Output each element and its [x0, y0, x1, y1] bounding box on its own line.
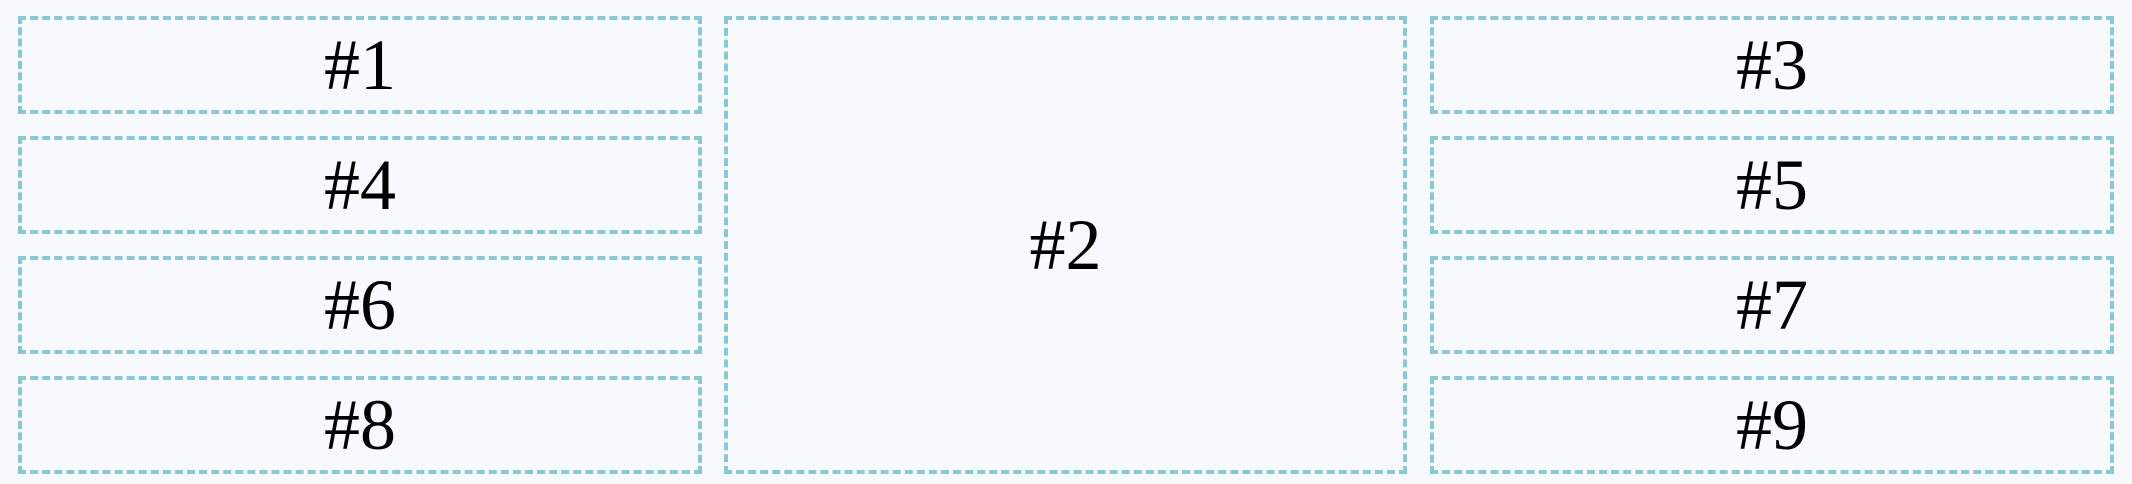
grid-box-7: #7: [1430, 256, 2114, 354]
grid-box-5: #5: [1430, 136, 2114, 234]
grid-box-4: #4: [18, 136, 702, 234]
grid-box-8-label: #8: [324, 385, 396, 465]
grid-box-5-label: #5: [1736, 145, 1808, 225]
grid-box-1: #1: [18, 16, 702, 114]
grid-box-4-label: #4: [324, 145, 396, 225]
grid-box-1-label: #1: [324, 25, 396, 105]
grid-box-6: #6: [18, 256, 702, 354]
grid-box-8: #8: [18, 376, 702, 474]
grid-box-2: #2: [724, 16, 1407, 474]
grid-box-9-label: #9: [1736, 385, 1808, 465]
grid-box-6-label: #6: [324, 265, 396, 345]
grid-box-3: #3: [1430, 16, 2114, 114]
grid-box-3-label: #3: [1736, 25, 1808, 105]
grid-box-2-label: #2: [1029, 205, 1102, 285]
grid-box-7-label: #7: [1736, 265, 1808, 345]
grid-box-9: #9: [1430, 376, 2114, 474]
